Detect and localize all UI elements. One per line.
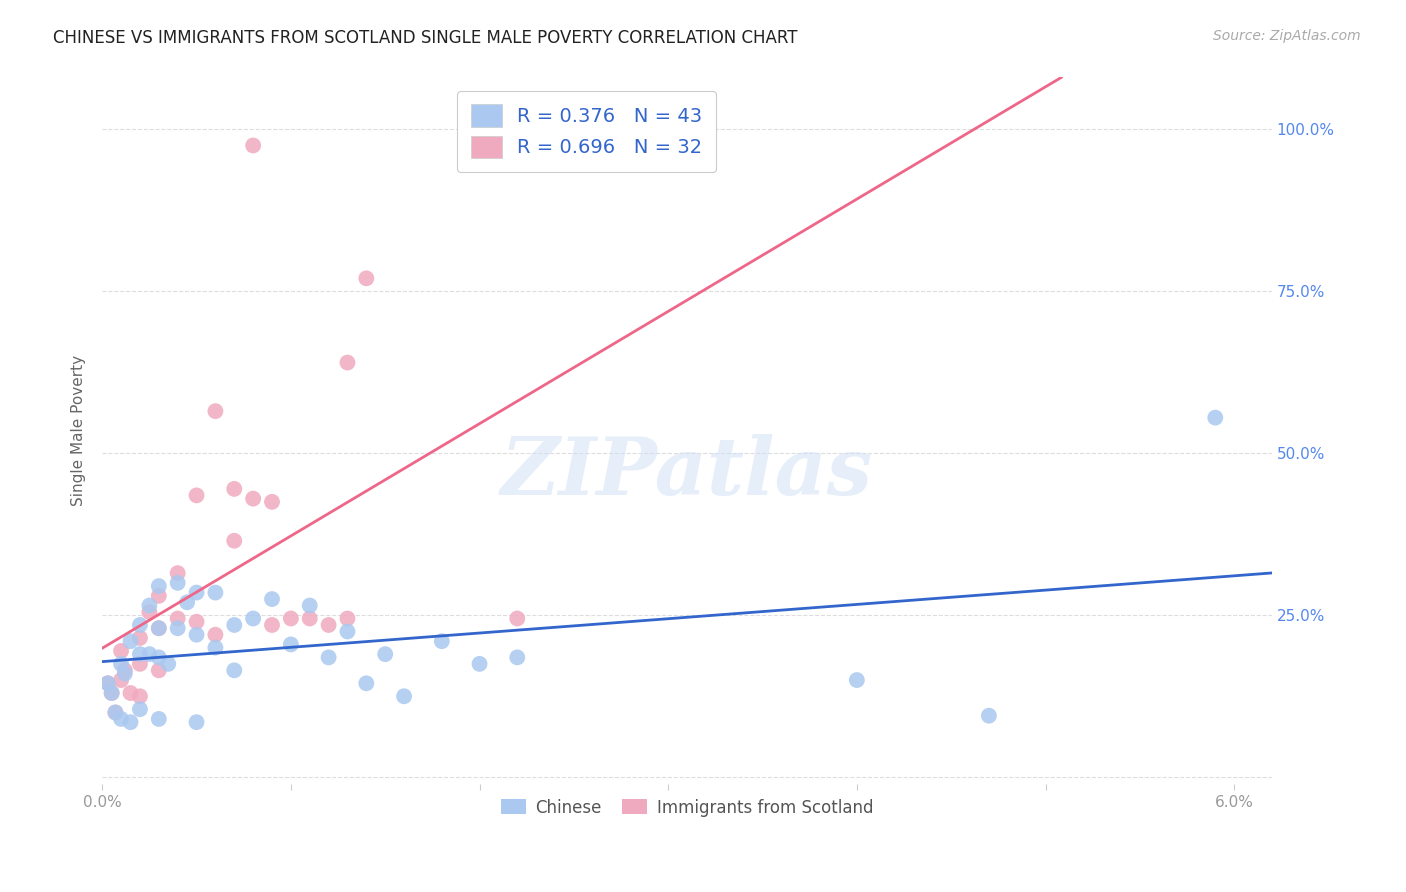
Point (100, 686, 122, 700)
Text: ZIPatlas: ZIPatlas (501, 434, 873, 512)
Point (97, 676, 120, 690)
Point (110, 644, 132, 658)
Point (120, 634, 142, 648)
Point (166, 611, 188, 625)
Point (148, 579, 170, 593)
Point (129, 657, 152, 671)
Point (104, 706, 127, 720)
Point (336, 355, 359, 369)
Point (280, 637, 302, 651)
Point (186, 488, 208, 502)
Point (224, 482, 246, 496)
Point (430, 634, 453, 648)
Point (318, 650, 340, 665)
Point (110, 673, 132, 687)
Point (100, 686, 122, 700)
Text: Source: ZipAtlas.com: Source: ZipAtlas.com (1213, 29, 1361, 43)
Legend: Chinese, Immigrants from Scotland: Chinese, Immigrants from Scotland (492, 790, 882, 825)
Point (242, 138, 264, 153)
Point (468, 657, 491, 671)
Point (224, 618, 246, 632)
Point (260, 618, 283, 632)
Point (260, 495, 283, 509)
Point (224, 664, 246, 678)
Point (129, 690, 152, 704)
Point (138, 599, 160, 613)
Point (260, 592, 283, 607)
Point (224, 533, 246, 548)
Point (356, 676, 378, 690)
Point (129, 647, 152, 661)
Point (280, 611, 302, 625)
Point (138, 647, 160, 661)
Point (186, 615, 208, 629)
Point (148, 621, 170, 635)
Point (138, 605, 160, 619)
Point (977, 708, 1000, 723)
Point (157, 657, 180, 671)
Point (148, 664, 170, 678)
Point (186, 585, 208, 599)
Point (204, 640, 226, 655)
Point (129, 631, 152, 645)
Point (148, 650, 170, 665)
Point (1204, 410, 1226, 425)
Point (186, 628, 208, 642)
Point (374, 647, 396, 661)
Point (318, 618, 340, 632)
Point (110, 657, 132, 671)
Point (336, 611, 359, 625)
Point (104, 706, 127, 720)
Point (204, 585, 226, 599)
Point (845, 673, 868, 687)
Point (356, 271, 378, 285)
Point (114, 664, 136, 678)
Point (129, 702, 152, 716)
Point (506, 611, 529, 625)
Point (204, 404, 226, 418)
Point (336, 624, 359, 639)
Y-axis label: Single Male Poverty: Single Male Poverty (72, 355, 86, 506)
Point (129, 618, 152, 632)
Point (242, 611, 264, 625)
Text: CHINESE VS IMMIGRANTS FROM SCOTLAND SINGLE MALE POVERTY CORRELATION CHART: CHINESE VS IMMIGRANTS FROM SCOTLAND SING… (53, 29, 799, 46)
Point (114, 666, 136, 681)
Point (298, 599, 321, 613)
Point (166, 575, 188, 590)
Point (176, 595, 198, 609)
Point (186, 715, 208, 730)
Point (166, 621, 188, 635)
Point (110, 712, 132, 726)
Point (148, 621, 170, 635)
Point (120, 715, 142, 730)
Point (97, 676, 120, 690)
Point (298, 611, 321, 625)
Point (506, 650, 529, 665)
Point (120, 686, 142, 700)
Point (392, 690, 415, 704)
Point (166, 566, 188, 581)
Point (148, 589, 170, 603)
Point (242, 491, 264, 506)
Point (204, 628, 226, 642)
Point (148, 712, 170, 726)
